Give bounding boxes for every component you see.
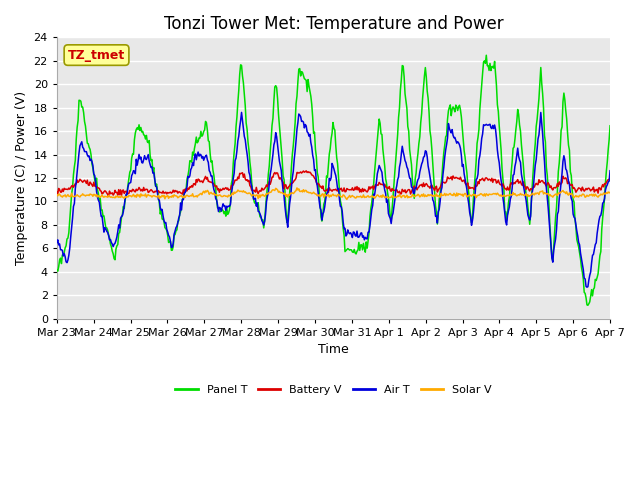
Air T [237, 109, 245, 115]
Solar V [606, 190, 614, 195]
Air T [423, 154, 431, 160]
Air T [195, 153, 203, 159]
Solar V [472, 192, 479, 197]
Battery V [381, 181, 388, 187]
X-axis label: Time: Time [318, 343, 349, 356]
Battery V [105, 193, 113, 199]
Title: Tonzi Tower Met: Temperature and Power: Tonzi Tower Met: Temperature and Power [164, 15, 503, 33]
Battery V [152, 189, 159, 194]
Air T [151, 177, 159, 182]
Solar V [381, 195, 388, 201]
Battery V [302, 168, 310, 174]
Y-axis label: Temperature (C) / Power (V): Temperature (C) / Power (V) [15, 91, 28, 265]
Battery V [472, 182, 479, 188]
Solar V [53, 192, 61, 198]
Air T [53, 240, 61, 245]
Battery V [53, 189, 61, 195]
Air T [583, 284, 591, 290]
Solar V [151, 193, 159, 199]
Panel T [606, 123, 614, 129]
Battery V [305, 169, 313, 175]
Solar V [424, 192, 432, 197]
Air T [606, 168, 614, 174]
Panel T [584, 302, 592, 308]
Air T [304, 130, 312, 136]
Panel T [379, 146, 387, 152]
Legend: Panel T, Battery V, Air T, Solar V: Panel T, Battery V, Air T, Solar V [171, 381, 496, 399]
Panel T [303, 89, 311, 95]
Line: Panel T: Panel T [57, 55, 610, 305]
Battery V [424, 184, 432, 190]
Panel T [483, 52, 490, 58]
Line: Solar V: Solar V [57, 188, 610, 199]
Panel T [422, 74, 430, 80]
Line: Battery V: Battery V [57, 171, 610, 196]
Line: Air T: Air T [57, 112, 610, 287]
Panel T [195, 135, 203, 141]
Air T [470, 200, 478, 206]
Panel T [151, 177, 159, 183]
Solar V [343, 196, 351, 202]
Battery V [606, 175, 614, 180]
Battery V [196, 179, 204, 184]
Panel T [470, 197, 477, 203]
Solar V [195, 192, 203, 198]
Air T [380, 181, 388, 187]
Panel T [53, 267, 61, 273]
Text: TZ_tmet: TZ_tmet [68, 48, 125, 61]
Solar V [304, 189, 312, 195]
Solar V [293, 185, 301, 191]
